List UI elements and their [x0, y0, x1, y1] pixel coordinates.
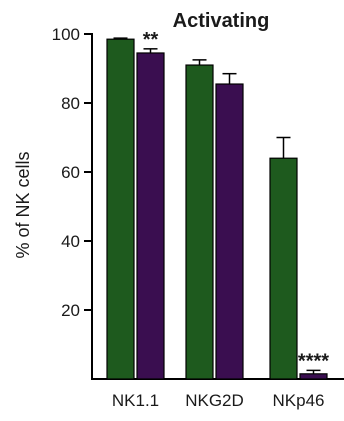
y-tick-label: 80 [61, 94, 80, 113]
significance-label: **** [298, 350, 329, 372]
y-tick-label: 40 [61, 232, 80, 251]
x-tick-label: NK1.1 [112, 391, 159, 410]
bar-nk11-s2 [136, 52, 165, 380]
y-tick-label: 60 [61, 163, 80, 182]
bar-nkg2d-s2 [215, 83, 244, 380]
bar-nkp46-s2 [299, 373, 328, 380]
chart-title: Activating [173, 10, 270, 32]
bar-nkg2d-s1 [185, 64, 214, 380]
x-tick-label: NKp46 [273, 391, 325, 410]
y-tick-label: 100 [52, 25, 80, 44]
y-tick-label: 20 [61, 301, 80, 320]
bar-nkp46-s1 [269, 157, 298, 380]
bar-nk11-s1 [106, 38, 135, 380]
y-axis-label: % of NK cells [13, 151, 33, 258]
significance-label: ** [143, 29, 159, 51]
x-tick-label: NKG2D [185, 391, 244, 410]
